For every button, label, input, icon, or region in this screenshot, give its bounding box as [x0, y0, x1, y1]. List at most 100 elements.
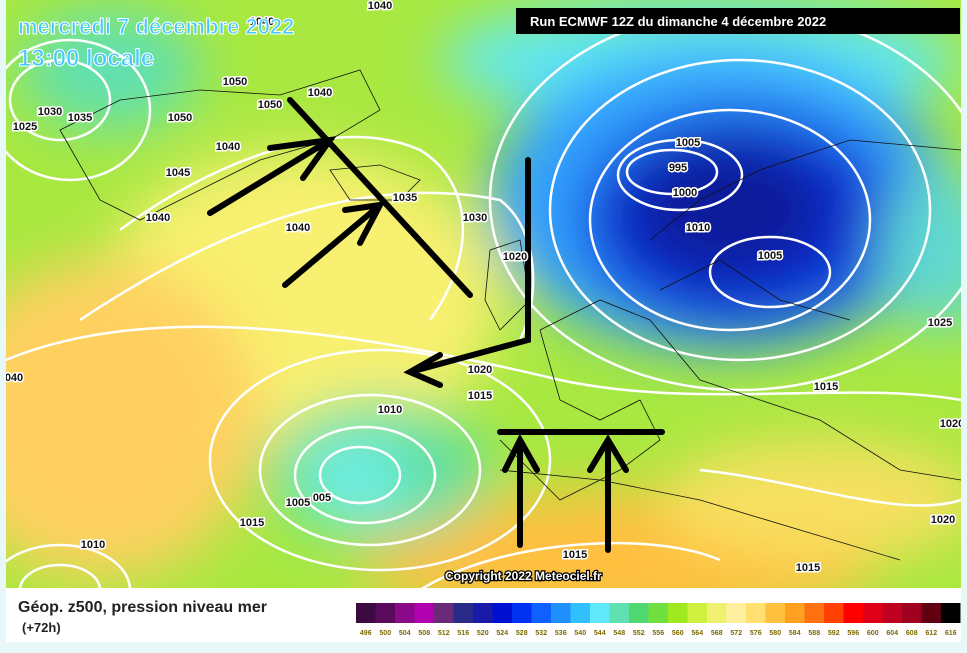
scale-label: 568 — [711, 630, 723, 637]
scale-label: 588 — [808, 630, 820, 637]
scale-swatch — [902, 603, 922, 623]
isobar-label: 1020 — [503, 251, 527, 263]
scale-swatch — [434, 603, 454, 623]
isobar-label: 1015 — [468, 390, 492, 402]
scale-swatch — [941, 603, 961, 623]
scale-label: 508 — [418, 630, 430, 637]
scale-swatch — [785, 603, 805, 623]
scale-swatch — [707, 603, 727, 623]
isobar-label: 1015 — [796, 562, 820, 574]
scale-swatch — [492, 603, 512, 623]
scale-swatch — [648, 603, 668, 623]
isobar-label: 1040 — [250, 16, 274, 28]
isobar-label: 1015 — [563, 549, 587, 561]
scale-label: 548 — [613, 630, 625, 637]
scale-label: 496 — [360, 630, 372, 637]
scale-label: 524 — [496, 630, 508, 637]
footer-title: Géop. z500, pression niveau mer — [18, 599, 267, 616]
isobar-label: 1040 — [308, 87, 332, 99]
scale-swatch — [882, 603, 902, 623]
scale-swatch — [473, 603, 493, 623]
isobar-label: 995 — [669, 162, 687, 174]
scale-label: 520 — [477, 630, 489, 637]
scale-label: 572 — [730, 630, 742, 637]
isobar-label: 1015 — [240, 517, 264, 529]
isobars — [6, 8, 961, 588]
run-box — [516, 8, 960, 34]
scale-swatch — [453, 603, 473, 623]
color-scale: 496 500 504 508 512 516 520 524 528 532 536 540 544 5… — [356, 603, 961, 637]
scale-swatch — [863, 603, 883, 623]
date: mercredi 7 décembre 2022 — [18, 14, 294, 39]
scale-label: 500 — [379, 630, 391, 637]
isobar-label: 1040 — [368, 0, 392, 12]
isobar-label: 1005 — [758, 250, 782, 262]
scale-label: 580 — [769, 630, 781, 637]
scale-swatch — [921, 603, 941, 623]
scale-label: 608 — [906, 630, 918, 637]
scale-label: 552 — [633, 630, 645, 637]
scale-swatch — [570, 603, 590, 623]
isobar-label: 1050 — [168, 112, 192, 124]
isobar-label: 1005 — [676, 137, 700, 149]
isobar-label: 1035 — [393, 192, 417, 204]
time: 13:00 locale — [18, 45, 154, 72]
scale-swatch — [395, 603, 415, 623]
scale-swatch — [629, 603, 649, 623]
scale-label: 516 — [457, 630, 469, 637]
isobar-label: 1045 — [166, 167, 190, 179]
scale-swatch — [609, 603, 629, 623]
isobar-label: 1025 — [928, 317, 952, 329]
scale-label: 536 — [555, 630, 567, 637]
scale-label: 616 — [945, 630, 957, 637]
footer-subtitle: (+72h) — [22, 620, 61, 635]
scale-swatch — [746, 603, 766, 623]
scale-label: 564 — [691, 630, 703, 637]
scale-label: 528 — [516, 630, 528, 637]
run-info: Run ECMWF 12Z du dimanche 4 décembre 202… — [530, 14, 826, 29]
scale-label: 596 — [847, 630, 859, 637]
scale-swatch — [668, 603, 688, 623]
isobar-label: 1010 — [81, 539, 105, 551]
scale-label: 584 — [789, 630, 801, 637]
coastlines — [59, 69, 961, 561]
scale-swatch — [551, 603, 571, 623]
scale-swatch — [824, 603, 844, 623]
isobar-label: 1005 — [286, 497, 310, 509]
copyright: Copyright 2022 Meteociel.fr — [445, 569, 602, 583]
scale-swatch — [375, 603, 395, 623]
scale-label: 592 — [828, 630, 840, 637]
isobar-label: 1020 — [940, 418, 964, 430]
isobar-label: 1050 — [223, 76, 247, 88]
scale-swatch — [765, 603, 785, 623]
isobar-label: 1035 — [68, 112, 92, 124]
isobar-label: 005 — [313, 492, 331, 504]
isobar-label: 1040 — [286, 222, 310, 234]
scale-swatch — [531, 603, 551, 623]
scale-swatch — [843, 603, 863, 623]
isobar-label: 1020 — [468, 364, 492, 376]
map-field: 1040 1040 1050 1050 1040 1030 1035 1025 1050 1040… — [6, 0, 964, 588]
isobar-label: 1030 — [38, 106, 62, 118]
scale-swatch — [687, 603, 707, 623]
isobar-label: 1025 — [13, 121, 37, 133]
scale-label: 532 — [535, 630, 547, 637]
scale-label: 560 — [672, 630, 684, 637]
isobar-label: 1010 — [378, 404, 402, 416]
scale-swatch — [512, 603, 532, 623]
isobar-label: 1040 — [146, 212, 170, 224]
isobar-label: 1050 — [258, 99, 282, 111]
scale-swatch — [590, 603, 610, 623]
isobar-label: 1010 — [686, 222, 710, 234]
arrows — [207, 97, 665, 553]
scale-label: 512 — [438, 630, 450, 637]
scale-swatch — [726, 603, 746, 623]
scale-label: 504 — [399, 630, 411, 637]
isobar-label: 1030 — [463, 212, 487, 224]
isobar-label: 1015 — [814, 381, 838, 393]
scale-label: 612 — [925, 630, 937, 637]
scale-label: 600 — [867, 630, 879, 637]
scale-label: 576 — [750, 630, 762, 637]
